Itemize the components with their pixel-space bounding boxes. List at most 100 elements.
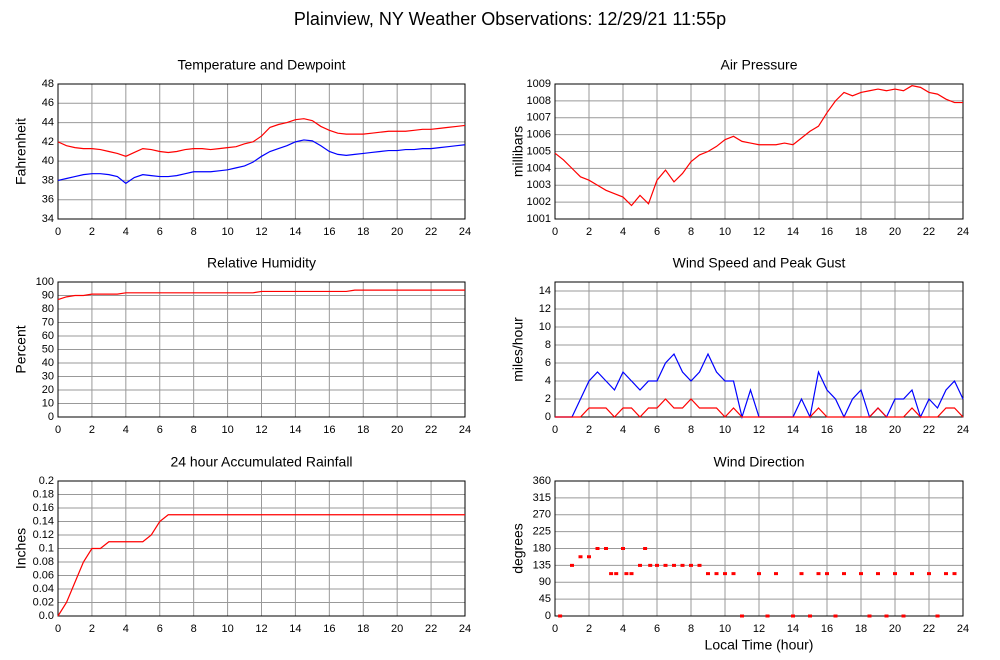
y-tick-label: 60 xyxy=(42,330,54,342)
x-tick-label: 14 xyxy=(289,623,301,635)
y-tick-label: 0.12 xyxy=(33,529,54,541)
x-tick-label: 10 xyxy=(221,226,233,238)
x-tick-label: 6 xyxy=(654,623,660,635)
y-axis-label: Percent xyxy=(13,325,29,373)
plot-frame xyxy=(57,281,466,418)
data-point xyxy=(643,547,648,550)
x-tick-label: 2 xyxy=(89,424,95,436)
x-tick-label: 16 xyxy=(323,623,335,635)
plot-frame xyxy=(57,480,466,617)
x-tick-label: 10 xyxy=(221,424,233,436)
data-point xyxy=(595,547,600,550)
x-tick-label: 20 xyxy=(391,226,403,238)
x-tick-label: 24 xyxy=(957,226,969,238)
y-tick-label: 0.04 xyxy=(33,583,54,595)
x-tick-label: 22 xyxy=(923,424,935,436)
data-point xyxy=(774,572,778,576)
x-tick-label: 8 xyxy=(688,424,694,436)
y-tick-label: 0.16 xyxy=(33,502,54,514)
y-tick-label: 34 xyxy=(42,213,54,225)
data-point xyxy=(944,572,948,576)
data-point xyxy=(697,563,702,567)
y-tick-label: 90 xyxy=(539,576,551,588)
data-point xyxy=(578,555,583,559)
y-tick-label: 10 xyxy=(42,397,54,409)
data-point xyxy=(799,572,804,576)
data-point xyxy=(624,572,629,576)
y-axis-label: degrees xyxy=(510,523,526,574)
y-tick-label: 20 xyxy=(42,384,54,396)
y-axis-label: Inches xyxy=(13,528,29,569)
data-point xyxy=(757,572,761,576)
x-tick-label: 4 xyxy=(620,623,626,635)
data-point xyxy=(876,572,880,576)
y-axis-label: Fahrenheit xyxy=(13,118,29,185)
y-tick-label: 225 xyxy=(533,526,551,538)
x-tick-label: 18 xyxy=(357,623,369,635)
y-tick-label: 180 xyxy=(533,542,551,554)
data-line xyxy=(57,118,466,157)
chart-title: Temperature and Dewpoint xyxy=(177,57,345,73)
data-point xyxy=(609,572,614,576)
x-tick-label: 14 xyxy=(289,226,301,238)
x-tick-label: 0 xyxy=(552,623,558,635)
x-tick-label: 14 xyxy=(787,623,799,635)
x-tick-label: 12 xyxy=(255,424,267,436)
x-tick-label: 22 xyxy=(425,623,437,635)
data-point xyxy=(867,614,872,618)
x-tick-label: 10 xyxy=(719,623,731,635)
x-tick-label: 4 xyxy=(123,623,129,635)
x-tick-label: 20 xyxy=(391,424,403,436)
x-tick-label: 24 xyxy=(459,424,471,436)
y-tick-label: 0 xyxy=(48,411,54,423)
data-point xyxy=(655,563,659,567)
data-point xyxy=(731,572,736,576)
x-tick-label: 14 xyxy=(289,424,301,436)
y-tick-label: 40 xyxy=(42,155,54,167)
data-point xyxy=(587,555,591,559)
x-tick-label: 18 xyxy=(855,424,867,436)
y-axis-label: miles/hour xyxy=(510,317,526,382)
data-point xyxy=(765,614,770,618)
y-tick-label: 0.0 xyxy=(39,610,54,622)
data-point xyxy=(680,563,685,567)
y-tick-label: 0.08 xyxy=(33,556,54,568)
y-axis-label: millibars xyxy=(510,126,526,177)
data-point xyxy=(629,572,634,576)
plot-frame xyxy=(57,83,466,220)
x-tick-label: 18 xyxy=(855,226,867,238)
y-tick-label: 1002 xyxy=(527,196,551,208)
plot-frame xyxy=(554,83,964,220)
x-tick-label: 14 xyxy=(787,226,799,238)
data-point xyxy=(570,563,574,567)
data-point xyxy=(935,614,940,618)
x-tick-label: 22 xyxy=(923,226,935,238)
x-tick-label: 0 xyxy=(552,226,558,238)
y-tick-label: 315 xyxy=(533,492,551,504)
x-tick-label: 24 xyxy=(957,623,969,635)
y-tick-label: 1007 xyxy=(527,112,551,124)
y-tick-label: 1008 xyxy=(527,95,551,107)
x-tick-label: 20 xyxy=(889,424,901,436)
data-point xyxy=(952,572,957,576)
x-tick-label: 16 xyxy=(821,424,833,436)
y-tick-label: 1006 xyxy=(527,129,551,141)
data-line xyxy=(554,85,963,207)
data-point xyxy=(621,547,625,550)
data-point xyxy=(614,572,619,576)
x-tick-label: 0 xyxy=(55,424,61,436)
y-tick-label: 100 xyxy=(36,276,54,288)
x-tick-label: 0 xyxy=(55,226,61,238)
y-tick-label: 8 xyxy=(545,339,551,351)
data-point xyxy=(723,572,727,576)
data-line xyxy=(57,289,465,301)
data-point xyxy=(791,614,795,618)
x-tick-label: 2 xyxy=(586,424,592,436)
data-point xyxy=(859,572,863,576)
x-tick-label: 12 xyxy=(753,623,765,635)
x-tick-label: 4 xyxy=(620,226,626,238)
x-tick-label: 8 xyxy=(191,623,197,635)
x-tick-label: 16 xyxy=(323,226,335,238)
x-tick-label: 4 xyxy=(123,424,129,436)
